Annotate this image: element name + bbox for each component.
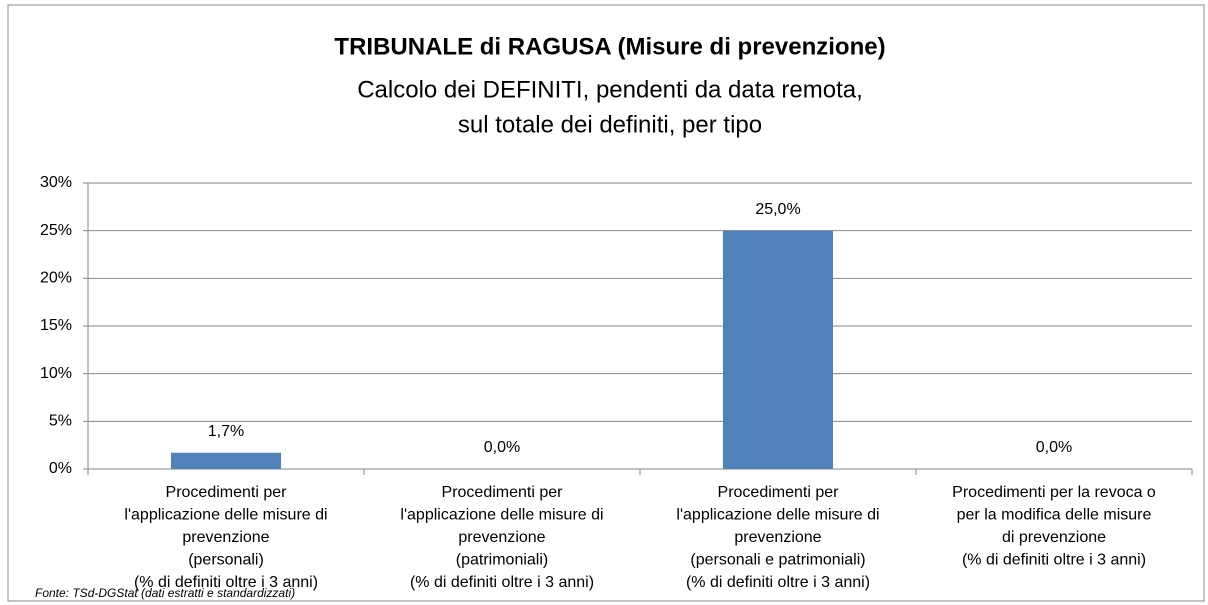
x-tick-label: per la modifica delle misure bbox=[957, 507, 1152, 524]
x-tick-label: Procedimenti per la revoca o bbox=[952, 484, 1156, 501]
bar bbox=[723, 230, 833, 469]
y-tick-label: 30% bbox=[40, 174, 72, 191]
y-tick-label: 10% bbox=[40, 365, 72, 382]
chart-subtitle: Calcolo dei DEFINITI, pendenti da data r… bbox=[357, 76, 863, 103]
y-tick-label: 15% bbox=[40, 317, 72, 334]
x-tick-label: Procedimenti per bbox=[718, 484, 840, 501]
chart-title: TRIBUNALE di RAGUSA (Misure di prevenzio… bbox=[334, 33, 885, 60]
x-tick-label: (patrimoniali) bbox=[456, 552, 548, 569]
x-tick-label: prevenzione bbox=[734, 529, 821, 546]
x-tick-label: (personali) bbox=[188, 552, 264, 569]
chart-subtitle: sul totale dei definiti, per tipo bbox=[458, 111, 762, 138]
x-tick-label: l'applicazione delle misure di bbox=[676, 507, 879, 524]
y-tick-label: 25% bbox=[40, 222, 72, 239]
y-tick-label: 20% bbox=[40, 270, 72, 287]
bar bbox=[171, 452, 281, 469]
source-note: Fonte: TSd-DGStat (dati estratti e stand… bbox=[35, 586, 295, 600]
x-tick-label: (% di definiti oltre i 3 anni) bbox=[686, 574, 870, 591]
x-tick-label: (personali e patrimoniali) bbox=[690, 552, 865, 569]
value-label: 0,0% bbox=[1036, 439, 1072, 456]
x-tick-label: l'applicazione delle misure di bbox=[124, 507, 327, 524]
value-label: 1,7% bbox=[208, 423, 244, 440]
x-tick-label: Procedimenti per bbox=[166, 484, 288, 501]
x-tick-label: (% di definiti oltre i 3 anni) bbox=[410, 574, 594, 591]
x-tick-label: (% di definiti oltre i 3 anni) bbox=[962, 552, 1146, 569]
x-tick-label: l'applicazione delle misure di bbox=[400, 507, 603, 524]
x-tick-label: di prevenzione bbox=[1002, 529, 1106, 546]
x-tick-label: prevenzione bbox=[458, 529, 545, 546]
value-label: 25,0% bbox=[755, 201, 800, 218]
x-tick-label: (% di definiti oltre i 3 anni) bbox=[134, 574, 318, 591]
x-tick-label: Procedimenti per bbox=[442, 484, 564, 501]
value-label: 0,0% bbox=[484, 439, 520, 456]
y-tick-label: 5% bbox=[49, 413, 72, 430]
y-tick-label: 0% bbox=[49, 460, 72, 477]
x-tick-label: prevenzione bbox=[182, 529, 269, 546]
chart-border bbox=[7, 4, 1205, 602]
